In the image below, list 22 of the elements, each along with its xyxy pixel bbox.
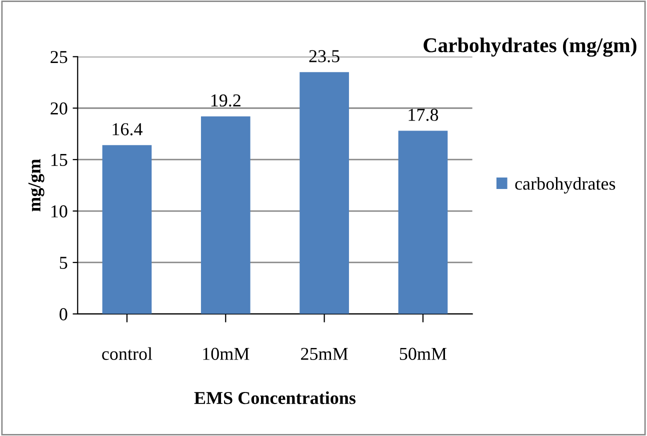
data-label: 16.4	[112, 123, 142, 136]
x-tick-label: 50mM	[400, 348, 447, 360]
bar	[200, 116, 250, 314]
data-label: 17.8	[408, 108, 438, 122]
x-tick-label: 10mM	[203, 348, 250, 360]
data-label: 19.2	[211, 94, 240, 107]
y-tick-label: 25	[50, 50, 68, 64]
y-tick-label: 5	[60, 256, 68, 269]
x-tick-label: 25mM	[301, 348, 348, 360]
legend-label: carbohydrates	[515, 177, 616, 194]
x-tick-label: control	[102, 347, 152, 360]
text: Carbohydrates (mg/gm)	[424, 38, 636, 57]
y-tick-label: 20	[50, 102, 68, 115]
bar	[102, 145, 152, 314]
y-axis-title: mg/gm	[28, 159, 44, 212]
y-tick-label: 15	[51, 154, 68, 166]
bar	[398, 130, 448, 314]
y-tick-label: 0	[60, 308, 68, 320]
x-axis-title: EMS Concentrations	[194, 391, 356, 404]
data-label: 23.5	[309, 50, 340, 62]
bar	[300, 72, 349, 314]
y-tick-label: 10	[51, 205, 68, 218]
